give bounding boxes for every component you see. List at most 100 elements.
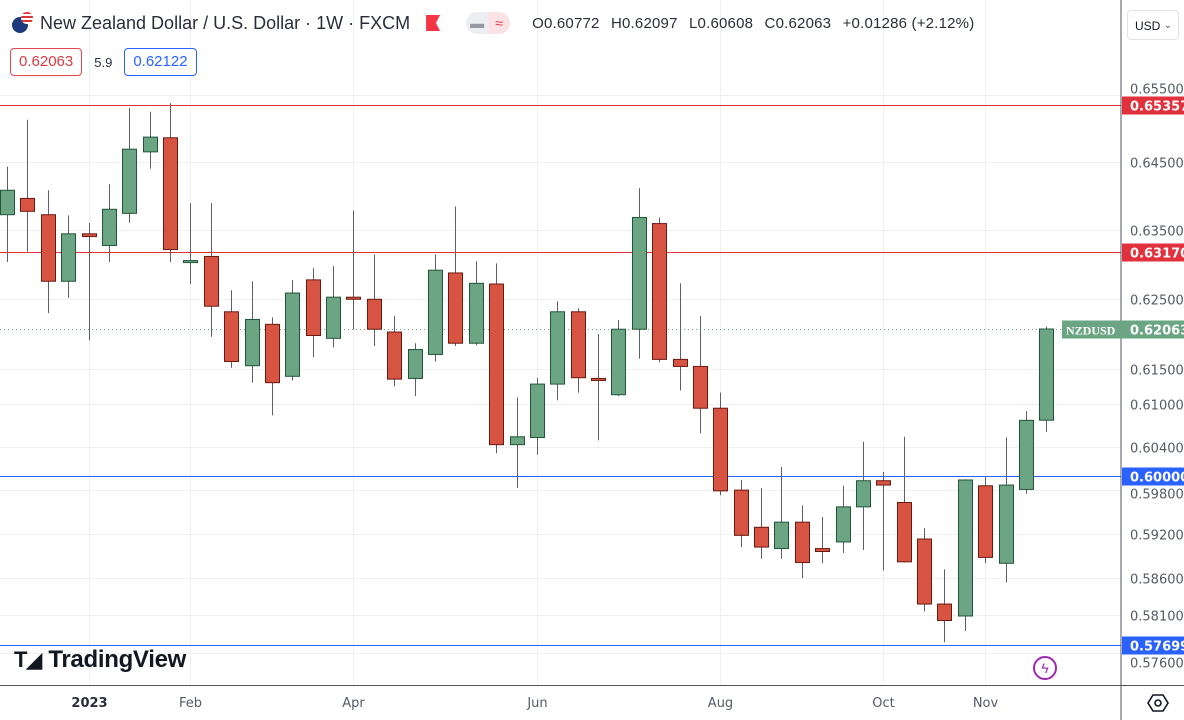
flag-icon[interactable] bbox=[426, 15, 441, 31]
candle[interactable] bbox=[245, 281, 260, 383]
candle[interactable] bbox=[897, 436, 912, 563]
settings-hex-icon[interactable] bbox=[1147, 692, 1169, 714]
buy-button[interactable]: 0.62122 bbox=[124, 48, 197, 76]
candle-body-up bbox=[469, 282, 484, 344]
candle-body-up bbox=[999, 484, 1014, 564]
candle-body-down bbox=[265, 323, 280, 384]
candle[interactable] bbox=[510, 397, 525, 488]
candle[interactable] bbox=[795, 505, 810, 579]
minus-icon[interactable]: ▬ bbox=[470, 15, 485, 31]
candle[interactable] bbox=[611, 320, 626, 397]
candle[interactable] bbox=[815, 517, 830, 564]
low-value: L0.60608 bbox=[689, 14, 754, 32]
candle[interactable] bbox=[346, 210, 361, 330]
candle[interactable] bbox=[978, 476, 993, 564]
candle[interactable] bbox=[0, 166, 15, 262]
y-tick-label: 0.61000 bbox=[1130, 399, 1184, 414]
y-tick-label: 0.58600 bbox=[1130, 573, 1184, 588]
candle-body-up bbox=[143, 136, 158, 153]
candle[interactable] bbox=[713, 392, 728, 496]
candle[interactable] bbox=[428, 254, 443, 362]
candle[interactable] bbox=[224, 290, 239, 368]
candle[interactable] bbox=[82, 222, 97, 341]
candle[interactable] bbox=[1039, 326, 1054, 432]
y-tick-label: 0.59800 bbox=[1130, 488, 1184, 503]
candle[interactable] bbox=[591, 334, 606, 441]
x-tick-label: Aug bbox=[708, 696, 733, 711]
lightning-icon[interactable]: ϟ bbox=[1033, 656, 1057, 680]
time-axis[interactable]: 2023 Feb Apr Jun Aug Oct Nov bbox=[71, 696, 998, 711]
candle[interactable] bbox=[61, 215, 76, 298]
candle-body-down bbox=[795, 521, 810, 564]
candle-body-down bbox=[367, 298, 382, 330]
candle[interactable] bbox=[693, 315, 708, 434]
candle[interactable] bbox=[937, 569, 952, 643]
candle[interactable] bbox=[673, 283, 688, 391]
open-value: O0.60772 bbox=[532, 14, 600, 32]
tradingview-logo[interactable]: T◢ TradingView bbox=[14, 646, 186, 674]
candle-body-up bbox=[0, 189, 15, 216]
candle[interactable] bbox=[734, 479, 749, 548]
candle-body-down bbox=[163, 137, 178, 251]
tradingview-logo-icon: T◢ bbox=[14, 647, 42, 672]
candle[interactable] bbox=[285, 279, 300, 381]
candle[interactable] bbox=[836, 485, 851, 553]
x-tick-label: Jun bbox=[526, 696, 547, 711]
level-label: 0.57699 bbox=[1130, 640, 1184, 655]
candle-body-up bbox=[285, 292, 300, 377]
candle[interactable] bbox=[469, 261, 484, 346]
candle[interactable] bbox=[489, 263, 504, 454]
candle[interactable] bbox=[122, 107, 137, 223]
candle-body-up bbox=[530, 383, 545, 439]
candle-body-down bbox=[937, 603, 952, 621]
symbol-title[interactable]: New Zealand Dollar / U.S. Dollar · 1W · … bbox=[40, 12, 411, 33]
candle[interactable] bbox=[326, 266, 341, 348]
indicator-toggle[interactable]: ▬ ≈ bbox=[466, 12, 511, 34]
candle[interactable] bbox=[265, 317, 280, 416]
candle[interactable] bbox=[367, 254, 382, 347]
candle[interactable] bbox=[632, 188, 647, 359]
candle[interactable] bbox=[204, 203, 219, 337]
candle[interactable] bbox=[876, 472, 891, 571]
candle-body-up bbox=[326, 296, 341, 339]
candle[interactable] bbox=[448, 206, 463, 347]
candle[interactable] bbox=[143, 111, 158, 169]
candle-body-up bbox=[102, 208, 117, 246]
y-tick-label: 0.60400 bbox=[1130, 442, 1184, 457]
candle[interactable] bbox=[530, 377, 545, 455]
price-labels: 0.65357 0.63170 0.60000 0.57699 NZDUSD 0.6206… bbox=[1062, 96, 1184, 655]
y-tick-label: 0.57600 bbox=[1130, 657, 1184, 672]
change-value: +0.01286 (+2.12%) bbox=[842, 14, 975, 32]
candle[interactable] bbox=[652, 217, 667, 363]
candle[interactable] bbox=[163, 103, 178, 262]
currency-button[interactable]: USD ⌄ bbox=[1127, 10, 1179, 40]
candle[interactable] bbox=[571, 308, 586, 393]
candle[interactable] bbox=[20, 119, 35, 252]
candle[interactable] bbox=[856, 441, 871, 551]
candle-body-up bbox=[836, 506, 851, 543]
sell-button[interactable]: 0.62063 bbox=[10, 48, 83, 76]
candle[interactable] bbox=[387, 315, 402, 387]
candle[interactable] bbox=[102, 184, 117, 262]
candle[interactable] bbox=[754, 487, 769, 559]
candle[interactable] bbox=[41, 190, 56, 314]
candle[interactable] bbox=[917, 528, 932, 612]
candle-body-up bbox=[183, 260, 198, 264]
candle[interactable] bbox=[550, 301, 565, 401]
candle[interactable] bbox=[999, 437, 1014, 583]
candle[interactable] bbox=[306, 268, 321, 358]
candle[interactable] bbox=[1019, 411, 1034, 494]
candle-body-up bbox=[1039, 328, 1054, 421]
candle-body-up bbox=[1019, 419, 1034, 490]
wave-icon[interactable]: ≈ bbox=[488, 12, 511, 34]
y-tick-label: 0.58100 bbox=[1130, 610, 1184, 625]
trade-row: 0.62063 5.9 0.62122 bbox=[10, 48, 197, 76]
candle[interactable] bbox=[183, 203, 198, 285]
candle[interactable] bbox=[774, 466, 789, 559]
candle-body-up bbox=[245, 318, 260, 367]
candle[interactable] bbox=[958, 479, 973, 631]
candle-body-up bbox=[958, 479, 973, 617]
candle[interactable] bbox=[408, 343, 423, 397]
price-axis[interactable]: 0.65500 0.64500 0.63500 0.62500 0.61500 0.610… bbox=[1130, 83, 1184, 672]
